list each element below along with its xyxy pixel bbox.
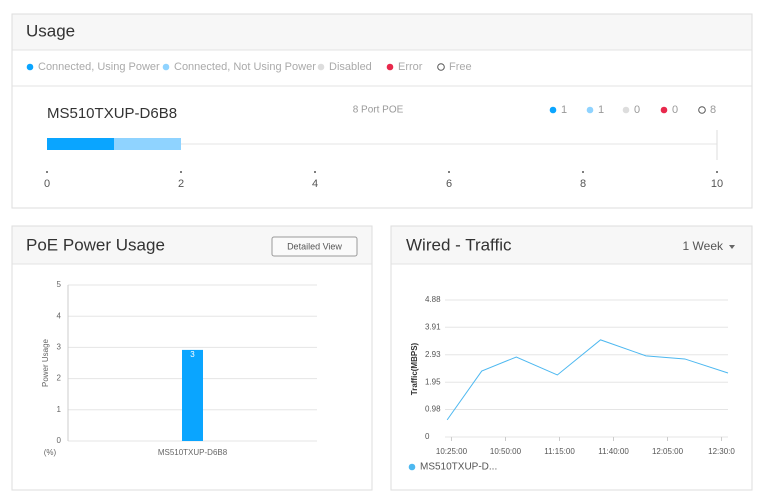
- y-tick-label: 0: [57, 436, 62, 445]
- usage-bar: [47, 138, 114, 150]
- legend-dot: [26, 63, 34, 71]
- usage-bar: [114, 138, 181, 150]
- dropdown-arrow: [729, 245, 735, 249]
- legend-dot: [437, 63, 445, 71]
- x-tick-label: 12:05:00: [652, 447, 684, 456]
- y-tick-label: 3.91: [425, 322, 441, 331]
- y-tick-label: 1.95: [425, 377, 441, 386]
- usage-header: [12, 14, 752, 50]
- y-unit: (%): [44, 448, 57, 457]
- port-type: 8 Port POE: [353, 105, 404, 116]
- count-label: 1: [561, 104, 567, 116]
- value-label: 3: [190, 350, 195, 359]
- tick: [716, 171, 718, 173]
- range-selector[interactable]: 1 Week: [683, 239, 724, 253]
- y-tick-label: 0.98: [425, 405, 441, 414]
- count-dot: [622, 106, 630, 114]
- card-title: Wired - Traffic: [406, 235, 512, 254]
- count-dot: [549, 106, 557, 114]
- y-tick-label: 5: [57, 280, 62, 289]
- tick: [314, 171, 316, 173]
- button-label: Detailed View: [287, 241, 342, 251]
- y-tick-label: 0: [425, 432, 430, 441]
- x-tick-label: MS510TXUP-D6B8: [158, 448, 228, 457]
- x-tick-label: 4: [312, 178, 318, 190]
- y-tick-label: 3: [57, 343, 62, 352]
- legend-dot: [317, 63, 325, 71]
- count-dot: [660, 106, 668, 114]
- x-tick-label: 10:25:00: [436, 447, 468, 456]
- bar: [182, 349, 203, 441]
- card-title: PoE Power Usage: [26, 235, 165, 254]
- x-tick-label: 10:50:00: [490, 447, 522, 456]
- x-tick-label: 2: [178, 178, 184, 190]
- legend-label: Free: [449, 61, 472, 73]
- y-axis-label: Traffic(MBPS): [410, 342, 419, 395]
- tick: [46, 171, 48, 173]
- legend-label: MS510TXUP-D...: [420, 462, 497, 473]
- legend-dot: [162, 63, 170, 71]
- x-tick-label: 8: [580, 178, 586, 190]
- x-tick-label: 11:15:00: [544, 447, 575, 456]
- count-dot: [698, 106, 706, 114]
- count-label: 1: [598, 104, 604, 116]
- legend-dot: [386, 63, 394, 71]
- y-tick-label: 4: [57, 311, 62, 320]
- x-tick-label: 6: [446, 178, 452, 190]
- line: [446, 339, 729, 421]
- count-dot: [586, 106, 594, 114]
- button[interactable]: [271, 236, 358, 257]
- legend-label: Disabled: [329, 61, 372, 73]
- legend-label: Connected, Using Power: [38, 61, 160, 73]
- legend-label: Error: [398, 61, 423, 73]
- count-label: 8: [710, 104, 716, 116]
- y-tick-label: 2: [57, 374, 62, 383]
- traffic-card: [390, 225, 753, 491]
- legend-label: Connected, Not Using Power: [174, 61, 316, 73]
- y-tick-label: 4.88: [425, 295, 441, 304]
- count-label: 0: [672, 104, 678, 116]
- tick: [582, 171, 584, 173]
- x-tick-label: 0: [44, 178, 50, 190]
- tick: [448, 171, 450, 173]
- legend-dot: [408, 463, 416, 471]
- x-tick-label: 10: [711, 178, 723, 190]
- tick: [180, 171, 182, 173]
- y-axis-label: Power Usage: [41, 338, 50, 387]
- x-tick-label: 12:30:0: [708, 447, 735, 456]
- device-name: MS510TXUP-D6B8: [47, 105, 177, 122]
- count-label: 0: [634, 104, 640, 116]
- x-tick-label: 11:40:00: [598, 447, 629, 456]
- y-tick-label: 1: [57, 405, 62, 414]
- y-tick-label: 2.93: [425, 350, 441, 359]
- traffic-header: [391, 226, 752, 264]
- card-title: Usage: [26, 21, 75, 40]
